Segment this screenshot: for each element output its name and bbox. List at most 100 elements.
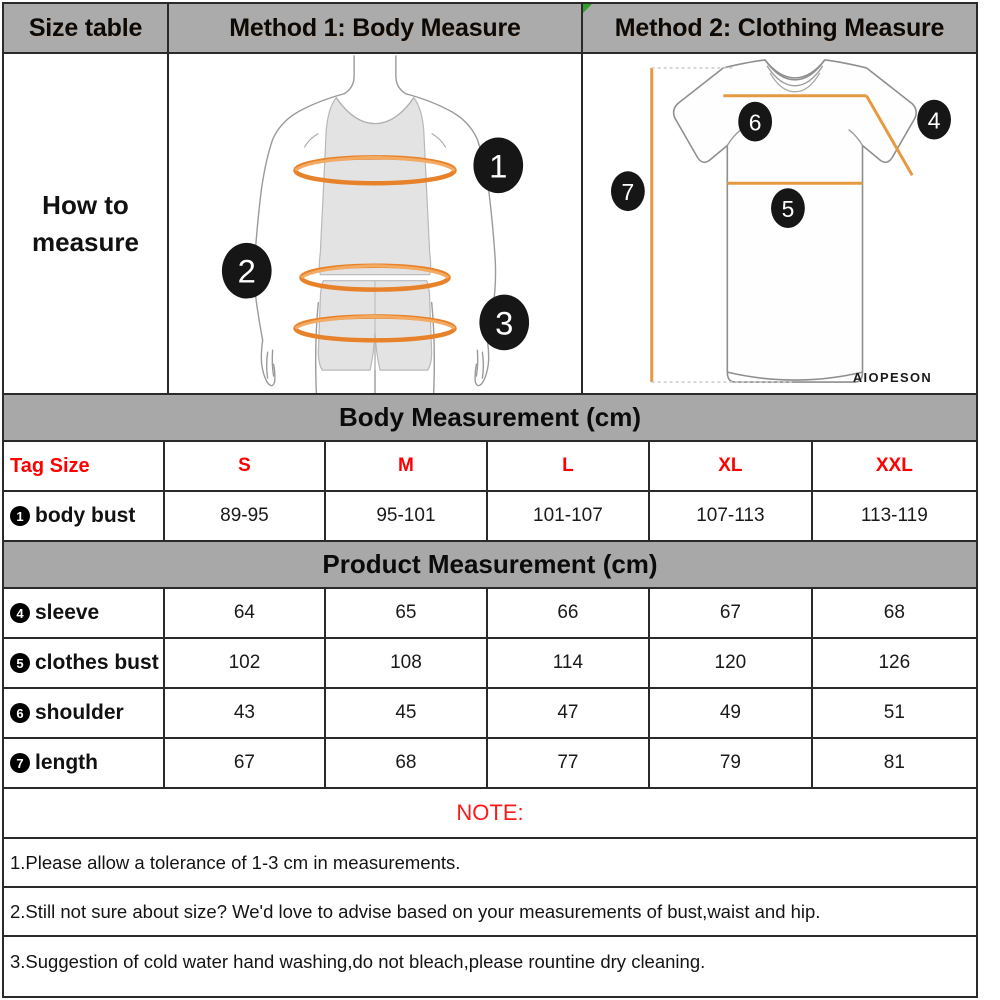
tag-size-label: Tag Size xyxy=(10,454,90,477)
row-label-text-shoulder: shoulder xyxy=(35,701,124,724)
value-body-bust-xxl: 113-119 xyxy=(860,505,928,526)
cell-body-bust-m: 95-101 xyxy=(326,492,488,540)
value-clothes-bust-xxl: 126 xyxy=(878,652,911,673)
value-clothes-bust-xl: 120 xyxy=(714,652,747,673)
note-row-3: 3.Suggestion of cold water hand washing,… xyxy=(4,937,976,986)
how-to-measure-line2: measure xyxy=(32,226,139,257)
body-marker-3: 3 xyxy=(479,294,530,351)
tape-measure-hip xyxy=(293,314,457,343)
size-column-header-s: S xyxy=(165,442,327,490)
note-text-3: 3.Suggestion of cold water hand washing,… xyxy=(10,950,706,972)
table-row-clothes-bust: 5 clothes bust 102 108 114 120 126 xyxy=(4,639,976,689)
size-label-l: L xyxy=(562,455,574,476)
note-title-row: NOTE: xyxy=(4,789,976,839)
cell-clothes-bust-m: 108 xyxy=(326,639,488,687)
svg-text:6: 6 xyxy=(749,110,762,136)
size-label-xxl: XXL xyxy=(875,455,913,476)
shirt-marker-7: 7 xyxy=(610,171,645,212)
svg-text:3: 3 xyxy=(495,304,513,341)
value-body-bust-xl: 107-113 xyxy=(696,505,765,526)
badge-icon-5: 5 xyxy=(10,653,30,673)
value-sleeve-xxl: 68 xyxy=(883,602,905,623)
size-label-xl: XL xyxy=(718,455,743,476)
tank-top-shape xyxy=(318,96,432,276)
value-body-bust-m: 95-101 xyxy=(376,505,436,526)
badge-icon-7: 7 xyxy=(10,753,30,773)
value-length-xl: 79 xyxy=(719,752,741,773)
note-title: NOTE: xyxy=(456,800,524,825)
header-method1-label: Method 1: Body Measure xyxy=(229,13,521,42)
cell-sleeve-xl: 67 xyxy=(650,589,813,637)
body-measurement-title-cell: Body Measurement (cm) xyxy=(4,395,976,440)
value-clothes-bust-m: 108 xyxy=(390,652,422,673)
shirt-marker-6: 6 xyxy=(738,101,773,142)
size-header-row: Tag Size S M L XL XXL xyxy=(4,442,976,492)
row-label-length: 7 length xyxy=(4,739,165,787)
value-body-bust-s: 89-95 xyxy=(220,505,269,526)
value-clothes-bust-s: 102 xyxy=(228,652,261,673)
note-text-1: 1.Please allow a tolerance of 1-3 cm in … xyxy=(10,851,461,873)
cell-body-bust-l: 101-107 xyxy=(488,492,651,540)
svg-text:1: 1 xyxy=(489,147,507,184)
cell-length-l: 77 xyxy=(488,739,651,787)
how-to-measure-cell: How to measure xyxy=(4,54,169,393)
header-size-table-label: Size table xyxy=(28,13,143,42)
value-sleeve-l: 66 xyxy=(557,602,579,623)
value-shoulder-xl: 49 xyxy=(719,702,741,723)
value-length-xxl: 81 xyxy=(883,752,905,773)
header-method1-cell: Method 1: Body Measure xyxy=(169,4,583,52)
row-label-text-sleeve: sleeve xyxy=(35,601,100,624)
illustration-row: How to measure xyxy=(4,54,976,395)
cell-clothes-bust-xl: 120 xyxy=(650,639,813,687)
note-row-2: 2.Still not sure about size? We'd love t… xyxy=(4,888,976,937)
note-title-cell: NOTE: xyxy=(4,789,976,837)
cell-sleeve-l: 66 xyxy=(488,589,651,637)
cell-sleeve-m: 65 xyxy=(326,589,488,637)
svg-text:7: 7 xyxy=(622,179,635,205)
cell-length-m: 68 xyxy=(326,739,488,787)
cell-shoulder-xxl: 51 xyxy=(813,689,976,737)
cell-length-s: 67 xyxy=(165,739,327,787)
cell-body-bust-s: 89-95 xyxy=(165,492,327,540)
row-label-text-body-bust: body bust xyxy=(35,504,136,527)
green-corner-marker-icon xyxy=(583,4,592,13)
cell-clothes-bust-s: 102 xyxy=(165,639,327,687)
badge-icon-4: 4 xyxy=(10,603,30,623)
body-measure-illustration-cell: 1 2 3 xyxy=(169,54,583,393)
table-row-sleeve: 4 sleeve 64 65 66 67 68 xyxy=(4,589,976,639)
table-row-body-bust: 1 body bust 89-95 95-101 101-107 107-113… xyxy=(4,492,976,542)
header-method2-cell: Method 2: Clothing Measure xyxy=(583,4,976,52)
value-length-l: 77 xyxy=(557,752,579,773)
row-label-text-length: length xyxy=(35,751,98,774)
cell-length-xl: 79 xyxy=(650,739,813,787)
body-measurement-title-row: Body Measurement (cm) xyxy=(4,395,976,442)
shirt-marker-4: 4 xyxy=(917,99,951,140)
row-label-clothes-bust: 5 clothes bust xyxy=(4,639,165,687)
value-body-bust-l: 101-107 xyxy=(533,505,603,526)
value-sleeve-xl: 67 xyxy=(719,602,741,623)
cell-shoulder-m: 45 xyxy=(326,689,488,737)
product-measurement-title-cell: Product Measurement (cm) xyxy=(4,542,976,587)
tape-measure-bust xyxy=(293,155,457,186)
cell-sleeve-s: 64 xyxy=(165,589,327,637)
cell-body-bust-xxl: 113-119 xyxy=(813,492,976,540)
guide-line-length xyxy=(650,67,793,383)
svg-text:4: 4 xyxy=(928,108,941,134)
tag-size-cell: Tag Size xyxy=(4,442,165,490)
value-length-s: 67 xyxy=(233,752,255,773)
cell-shoulder-xl: 49 xyxy=(650,689,813,737)
row-label-body-bust: 1 body bust xyxy=(4,492,165,540)
product-measurement-title: Product Measurement (cm) xyxy=(322,549,658,579)
cell-body-bust-xl: 107-113 xyxy=(650,492,813,540)
cell-shoulder-s: 43 xyxy=(165,689,327,737)
size-label-s: S xyxy=(238,455,251,476)
value-shoulder-s: 43 xyxy=(233,702,255,723)
value-length-m: 68 xyxy=(395,752,417,773)
top-header-row: Size table Method 1: Body Measure Method… xyxy=(4,4,976,54)
how-to-measure-line1: How to xyxy=(42,189,129,220)
note-cell-1: 1.Please allow a tolerance of 1-3 cm in … xyxy=(4,839,976,886)
body-figure-diagram: 1 2 3 xyxy=(221,55,530,393)
size-column-header-m: M xyxy=(326,442,488,490)
cell-length-xxl: 81 xyxy=(813,739,976,787)
value-clothes-bust-l: 114 xyxy=(552,652,584,673)
